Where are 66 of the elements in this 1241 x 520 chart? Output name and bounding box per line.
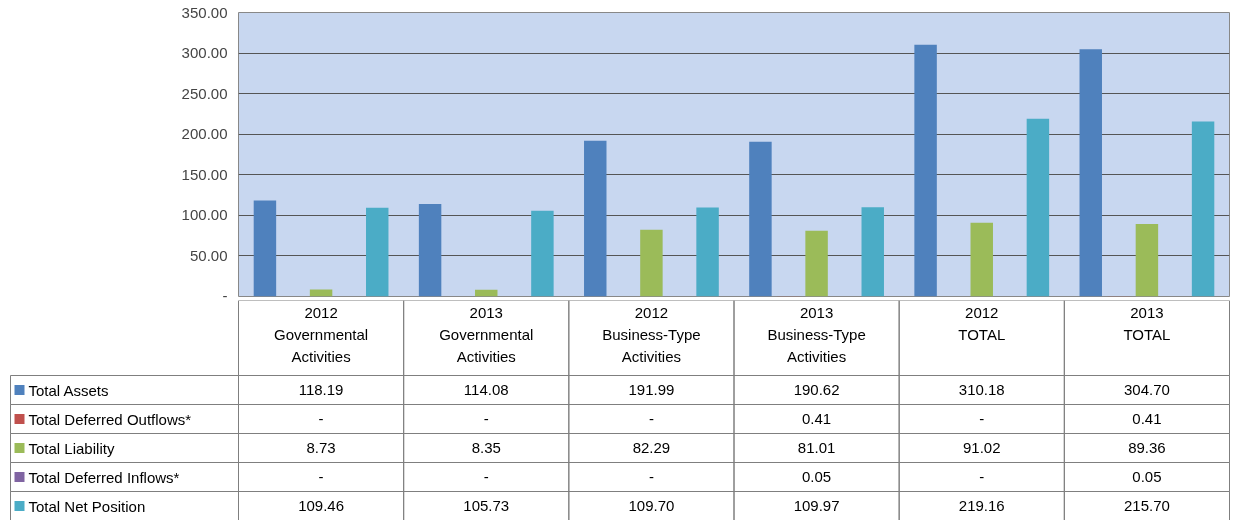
data-label: 304.70 [1123,381,1170,398]
bar [805,230,828,297]
data-label: 91.02 [962,439,1001,456]
legend-label: Total Deferred Outflows* [28,410,192,428]
data-label: 0.05 [801,468,832,485]
data-label: 0.05 [1132,468,1162,485]
y-tick-label: - [222,286,228,304]
data-label: - [483,410,489,427]
legend-label: Total Deferred Inflows* [28,468,180,486]
x-tick-label: 2013 Business-Type Activities [767,303,866,365]
data-label: 109.46 [298,497,345,514]
data-label: - [648,468,654,485]
bar [366,207,389,297]
y-tick-label: 350.00 [181,3,228,21]
bar [640,229,663,297]
bar [531,210,554,297]
data-label: 81.01 [797,439,836,456]
y-tick-label: 300.00 [181,44,228,62]
data-label: 118.19 [298,381,344,398]
bar [1079,49,1102,297]
bar [749,141,772,297]
data-label: 114.08 [463,381,509,398]
data-label: - [483,468,489,485]
data-label: 310.18 [958,381,1005,398]
data-label: - [648,410,654,427]
data-label: 8.35 [471,439,501,456]
bar [584,140,607,297]
bar [1135,223,1159,297]
bar [309,289,333,297]
bar [1191,121,1215,297]
bar [418,203,442,297]
data-label: - [979,468,985,485]
data-label: - [318,410,324,427]
x-tick-label: 2013 TOTAL [1123,303,1171,343]
y-tick-label: 100.00 [181,206,228,224]
bar [696,207,719,297]
data-label: - [318,468,324,485]
x-tick-label: 2012 Governmental Activities [273,303,369,365]
data-label: 109.97 [793,497,840,514]
x-tick-label: 2013 Governmental Activities [439,303,534,365]
y-tick-label: 250.00 [181,84,228,102]
y-tick-label: 50.00 [189,246,228,264]
bar [861,207,884,297]
x-tick-label: 2012 Business-Type Activities [602,303,701,365]
legend-label: Total Net Position [28,497,146,515]
legend-label: Total Liability [28,439,115,457]
data-label: 0.41 [801,410,832,427]
data-label: 109.70 [628,497,675,514]
data-label: - [979,410,985,427]
y-tick-label: 200.00 [181,125,228,143]
data-label: 8.73 [306,439,336,456]
bar [1026,118,1050,297]
bar [253,200,277,297]
data-label: 105.73 [463,497,510,514]
y-tick-label: 150.00 [181,165,228,183]
data-label: 0.41 [1132,410,1162,427]
data-label: 215.70 [1123,497,1170,514]
data-label: 190.62 [793,381,840,398]
data-label: 89.36 [1128,439,1166,456]
data-label: 219.16 [958,497,1005,514]
bar [970,222,993,297]
bar [914,44,937,297]
data-label: 82.29 [632,439,671,456]
data-label: 191.99 [628,381,675,398]
x-tick-label: 2012 TOTAL [958,303,1006,343]
legend-label: Total Assets [28,381,109,399]
